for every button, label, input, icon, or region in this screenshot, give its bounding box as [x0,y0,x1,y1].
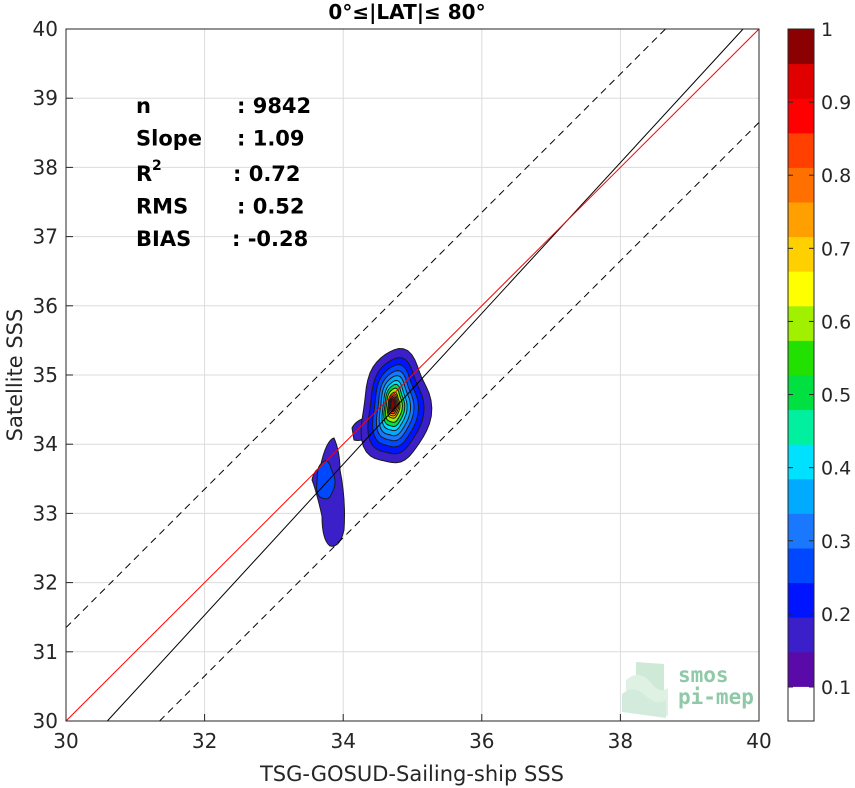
colorbar-segment [788,340,814,376]
colorbar-segment [788,409,814,445]
colorbar-segment [788,271,814,307]
logo-waves-icon [622,662,668,718]
stat-label: Slope [136,127,202,151]
stat-label: BIAS [136,227,191,251]
colorbar-tick-label: 0.8 [821,165,851,187]
colorbar-tick-label: 0.4 [821,458,851,480]
colorbar-tick-label: 0.2 [821,604,851,626]
y-tick-label: 35 [33,363,58,387]
colorbar-segment [788,132,814,168]
colorbar-segment [788,444,814,480]
colorbar-segment [788,617,814,653]
colorbar-tick-label: 0.6 [821,311,851,333]
colorbar-tick-label: 0.3 [821,531,851,553]
colorbar-segment [788,375,814,411]
colorbar-tick-label: 0.1 [821,677,851,699]
y-axis-ticks: 30 31 32 33 34 35 36 37 38 39 40 [33,17,73,733]
x-tick-label: 30 [53,729,78,753]
fit-line [106,28,744,722]
identity-line [65,28,760,722]
colorbar-tick-label: 0.9 [821,92,851,114]
colorbar-segment [788,582,814,618]
upper-bound-line [65,28,666,628]
colorbar-segment [788,202,814,238]
x-tick-label: 38 [608,729,633,753]
colorbar-segment [788,305,814,341]
x-axis-ticks: 30 32 34 36 38 40 [53,714,772,753]
x-tick-label: 34 [330,729,355,753]
stat-value: : 9842 [237,94,311,118]
stat-value: : 0.52 [237,195,305,219]
colorbar-tick-label: 1 [821,19,833,41]
logo-line-1: smos [678,663,729,687]
y-tick-label: 32 [33,571,58,595]
colorbar-segment [788,513,814,549]
y-tick-label: 39 [33,86,58,110]
logo-line-2: pi-mep [678,685,754,709]
stat-label: RMS [136,195,188,219]
y-tick-label: 38 [33,155,58,179]
colorbar-segment [788,478,814,514]
lower-bound-line [159,122,760,722]
stat-value: : 1.09 [237,127,305,151]
colorbar-segment [788,548,814,584]
colorbar-segment [788,167,814,203]
colorbar: 0.1 0.2 0.3 0.4 0.5 0.6 0.7 0.8 0.9 1 [787,19,851,722]
x-tick-label: 32 [192,729,217,753]
colorbar-frame [787,28,815,722]
y-tick-label: 33 [33,501,58,525]
y-tick-label: 36 [33,294,58,318]
x-tick-label: 36 [469,729,494,753]
stat-label-superscript: 2 [152,158,162,174]
y-tick-label: 30 [33,709,58,733]
colorbar-segment [788,236,814,272]
stat-value: : 0.72 [233,162,301,186]
contour-level-main [390,398,396,410]
colorbar-segment [788,651,814,687]
y-tick-label: 34 [33,432,58,456]
statistics-box: n : 9842 Slope : 1.09 R 2 : 0.72 RMS : 0.52 BIAS:… [136,94,311,251]
x-axis-label: TSG-GOSUD-Sailing-ship SSS [259,762,564,786]
colorbar-segment [788,29,814,65]
colorbar-segment [788,63,814,99]
stat-label: n [136,94,151,118]
stat-label: R [136,162,152,186]
colorbar-segment [788,98,814,134]
stat-value: : -0.28 [232,227,308,251]
x-tick-label: 40 [746,729,771,753]
y-axis-label: Satellite SSS [3,309,27,442]
smos-pi-mep-logo: smos pi-mep [622,662,754,718]
chart-title: 0°≤|LAT|≤ 80° [328,0,485,24]
y-tick-label: 40 [33,17,58,41]
y-tick-label: 31 [33,640,58,664]
colorbar-segment [788,686,814,722]
reference-lines [65,28,760,722]
colorbar-tick-label: 0.7 [821,238,851,260]
colorbar-tick-label: 0.5 [821,385,851,407]
contour-level-secondary-inner [316,460,336,500]
y-tick-label: 37 [33,225,58,249]
